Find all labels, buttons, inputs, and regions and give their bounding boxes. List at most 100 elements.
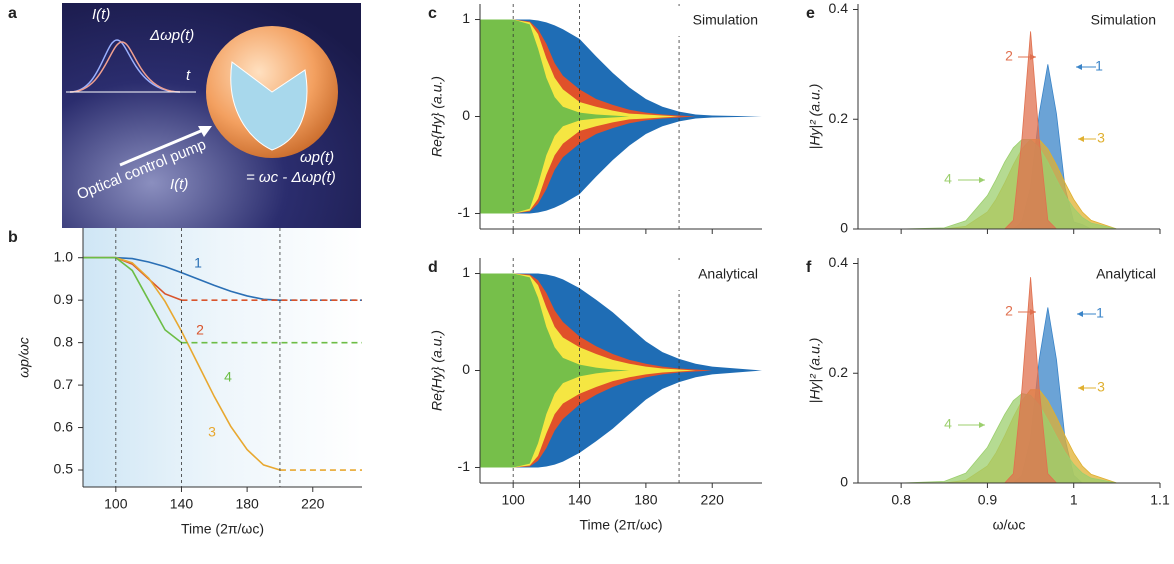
- series-label: 3: [1097, 379, 1105, 395]
- series-line: [83, 256, 280, 301]
- y-tick-label: 0.8: [54, 333, 74, 349]
- series-label: 1: [194, 255, 202, 271]
- panel-label: d: [428, 259, 438, 276]
- envelope-upper: [480, 273, 762, 371]
- pump-arrow: [119, 126, 209, 167]
- y-tick-label: 0: [840, 474, 848, 490]
- illustration: I(t) Δωp(t) t Optical control pump I(t) …: [62, 3, 361, 228]
- relation-label: = ωc - Δωp(t): [246, 169, 336, 186]
- annotation: Analytical: [1096, 266, 1156, 282]
- label-arrow-head: [1030, 54, 1036, 60]
- x-axis-label: Time (2π/ωc): [579, 517, 662, 533]
- panel-3: e 0.4 0.2 0 |Hy|² (a.u.) Simulation 1 2 3 4: [806, 0, 1161, 236]
- panel-1: c 1 0 -1 Re{Hy} (a.u.) Simulation: [428, 4, 762, 234]
- annotation: Simulation: [693, 12, 758, 28]
- spectrum: [858, 393, 1160, 484]
- series-label: 4: [944, 416, 952, 432]
- plot-background: [83, 228, 362, 487]
- panel-label: f: [806, 259, 812, 276]
- label-arrow-head: [979, 177, 985, 183]
- x-tick-label: 1: [1070, 492, 1078, 508]
- y-tick-label: 0: [462, 107, 470, 123]
- label-arrow-head: [979, 422, 985, 428]
- intensity-label: I(t): [92, 6, 110, 23]
- y-tick-label: 0.4: [829, 254, 849, 270]
- y-tick-label: 0: [462, 361, 470, 377]
- label-arrow-head: [1078, 385, 1084, 391]
- y-axis-label: Re{Hy} (a.u.): [429, 76, 445, 157]
- sphere-cut: [230, 61, 308, 151]
- y-axis-label: |Hy|² (a.u.): [807, 84, 823, 150]
- series-line: [83, 256, 182, 344]
- series-label: 2: [196, 322, 204, 338]
- envelope-lower: [480, 116, 762, 214]
- series-label: 4: [944, 171, 952, 187]
- annotation-box: [676, 6, 762, 36]
- annotation-box: [676, 260, 762, 290]
- shift-label: Δωp(t): [149, 27, 194, 44]
- panel-0: b 1.0 0.9 0.8 0.7 0.6 0.5 100 140 180 220 Time (2π/…: [8, 228, 362, 537]
- y-tick-label: 0.9: [54, 291, 74, 307]
- x-tick-label: 180: [634, 492, 658, 508]
- y-tick-label: 1: [462, 264, 470, 280]
- x-tick-label: 140: [170, 496, 194, 512]
- pump-intensity-label: I(t): [170, 176, 188, 193]
- x-tick-label: 100: [501, 492, 525, 508]
- envelope-upper: [480, 19, 762, 117]
- label-arrow-head: [1076, 64, 1082, 70]
- x-axis-label: Time (2π/ωc): [181, 521, 264, 537]
- x-axis-label: ω/ωc: [993, 517, 1026, 533]
- series-label: 1: [1096, 305, 1104, 321]
- time-label: t: [186, 67, 191, 84]
- y-tick-label: 1.0: [54, 248, 74, 264]
- x-tick-label: 100: [104, 496, 128, 512]
- series-label: 3: [208, 424, 216, 440]
- label-arrow-head: [1078, 136, 1084, 142]
- y-tick-label: 0.4: [829, 0, 849, 16]
- annotation-box: [1074, 260, 1160, 290]
- y-tick-label: 0.5: [54, 461, 74, 477]
- annotation: Analytical: [698, 266, 758, 282]
- label-arrow-head: [1077, 311, 1083, 317]
- x-tick-label: 1.1: [1150, 492, 1170, 508]
- series-label: 3: [1097, 130, 1105, 146]
- y-tick-label: -1: [458, 204, 471, 220]
- frequency-label: ωp(t): [300, 149, 334, 166]
- series-line: [83, 256, 281, 471]
- panel-label: b: [8, 229, 18, 246]
- y-tick-label: -1: [458, 458, 471, 474]
- x-tick-label: 0.9: [978, 492, 998, 508]
- spectrum: [858, 139, 1160, 230]
- label-arrow-head: [1030, 309, 1036, 315]
- x-tick-label: 180: [235, 496, 259, 512]
- y-axis-label: |Hy|² (a.u.): [807, 338, 823, 404]
- y-tick-label: 1: [462, 10, 470, 26]
- series-label: 2: [1005, 303, 1013, 319]
- panel-2: d 1 0 -1 100 140 180 220 Time (2π/ωc) Re{Hy} (a.u…: [428, 258, 762, 533]
- annotation-box: [1074, 6, 1160, 36]
- pump-arrow-head: [198, 126, 212, 137]
- y-tick-label: 0: [840, 220, 848, 236]
- y-tick-label: 0.2: [829, 110, 849, 126]
- y-tick-label: 0.7: [54, 376, 74, 392]
- series-label: 4: [224, 369, 232, 385]
- annotation: Simulation: [1091, 12, 1156, 28]
- y-tick-label: 0.2: [829, 364, 849, 380]
- pulse-intensity: [69, 39, 181, 93]
- series-label: 1: [1095, 58, 1103, 74]
- panel-label: a: [8, 5, 17, 22]
- pulse-shift: [69, 41, 181, 93]
- y-tick-label: 0.6: [54, 418, 74, 434]
- x-tick-label: 220: [301, 496, 325, 512]
- panel-4: f 0.4 0.2 0 0.8 0.9 1 1.1 ω/ωc |Hy|² (a.u.) Analyt…: [806, 254, 1170, 533]
- series-label: 2: [1005, 48, 1013, 64]
- panel-label: c: [428, 5, 437, 22]
- y-axis-label: ωp/ωc: [16, 337, 32, 377]
- envelope-lower: [480, 370, 762, 468]
- x-tick-label: 140: [568, 492, 592, 508]
- panel-label: e: [806, 5, 815, 22]
- x-tick-label: 220: [701, 492, 725, 508]
- x-tick-label: 0.8: [891, 492, 911, 508]
- y-axis-label: Re{Hy} (a.u.): [429, 330, 445, 411]
